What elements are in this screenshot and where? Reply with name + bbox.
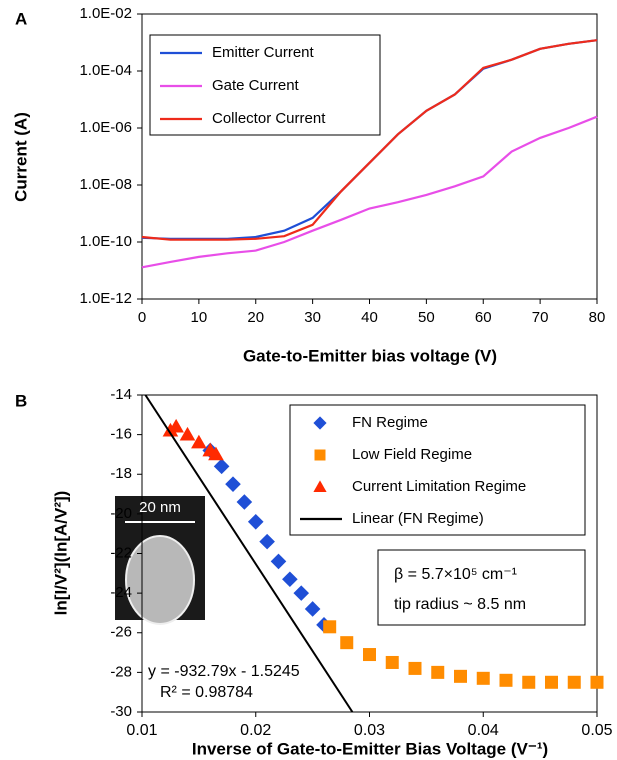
marker-triangle bbox=[168, 418, 184, 433]
series-line bbox=[144, 394, 354, 713]
marker-triangle bbox=[208, 446, 224, 461]
annotation: R² = 0.98784 bbox=[160, 684, 253, 701]
marker-diamond bbox=[270, 553, 287, 570]
y-tick-label: -22 bbox=[110, 544, 132, 561]
marker-square bbox=[545, 675, 558, 689]
y-tick-label: 1.0E-02 bbox=[79, 5, 132, 22]
y-tick-label: -26 bbox=[110, 624, 132, 641]
panel-label: A bbox=[15, 9, 27, 28]
legend-box bbox=[289, 404, 586, 536]
marker-square bbox=[323, 620, 337, 634]
marker-diamond bbox=[293, 585, 310, 601]
y-tick-label: -18 bbox=[110, 465, 132, 482]
x-tick-label: 60 bbox=[475, 309, 492, 326]
x-tick-label: 0.04 bbox=[468, 722, 499, 739]
tem-inset bbox=[115, 496, 205, 625]
legend-label: Emitter Current bbox=[212, 44, 315, 61]
annotation: tip radius ~ 8.5 nm bbox=[394, 596, 526, 613]
marker-square bbox=[431, 665, 445, 679]
y-tick-label: 1.0E-10 bbox=[79, 233, 132, 250]
x-tick-label: 0.05 bbox=[581, 722, 612, 739]
marker-diamond bbox=[213, 458, 230, 475]
marker-square bbox=[590, 675, 604, 689]
series-line bbox=[141, 115, 598, 269]
tip-image bbox=[125, 535, 195, 625]
x-tick-label: 70 bbox=[532, 309, 549, 326]
y-axis-label: Current (A) bbox=[11, 112, 30, 202]
x-tick-label: 40 bbox=[361, 309, 378, 326]
x-tick-label: 0.02 bbox=[240, 722, 271, 739]
x-tick-label: 0 bbox=[138, 309, 146, 326]
marker-diamond bbox=[259, 533, 275, 550]
x-tick-label: 80 bbox=[589, 309, 606, 326]
y-tick-label: 1.0E-08 bbox=[79, 176, 132, 193]
legend-label: Gate Current bbox=[212, 77, 300, 94]
marker-diamond bbox=[225, 476, 241, 492]
x-axis-label: Inverse of Gate-to-Emitter Bias Voltage … bbox=[192, 739, 548, 758]
x-tick-label: 50 bbox=[418, 309, 435, 326]
y-tick-label: -14 bbox=[110, 386, 132, 403]
y-tick-label: -16 bbox=[110, 426, 132, 443]
x-axis-label: Gate-to-Emitter bias voltage (V) bbox=[243, 346, 497, 365]
marker-square bbox=[499, 673, 513, 687]
x-tick-label: 0.01 bbox=[126, 722, 157, 739]
annotation: 20 nm bbox=[139, 499, 181, 516]
legend-label: Low Field Regime bbox=[352, 446, 472, 463]
marker-diamond bbox=[304, 601, 321, 617]
y-tick-label: 1.0E-04 bbox=[79, 62, 132, 79]
annotation-box bbox=[377, 549, 586, 626]
marker-square bbox=[314, 449, 326, 461]
y-tick-label: -24 bbox=[110, 584, 132, 601]
marker-triangle bbox=[179, 426, 196, 441]
marker-square bbox=[385, 655, 399, 669]
legend-label: Current Limitation Regime bbox=[352, 478, 526, 495]
y-tick-label: 1.0E-06 bbox=[79, 119, 132, 136]
marker-diamond bbox=[282, 571, 298, 588]
marker-triangle bbox=[313, 480, 327, 492]
series-line bbox=[141, 39, 598, 241]
legend-label: Collector Current bbox=[212, 110, 326, 127]
marker-square bbox=[522, 675, 536, 689]
marker-triangle bbox=[191, 434, 207, 449]
annotation: β = 5.7×10⁵ cm⁻¹ bbox=[394, 566, 517, 583]
panel-label: B bbox=[15, 391, 27, 410]
legend-label: Linear (FN Regime) bbox=[352, 510, 484, 527]
y-tick-label: -20 bbox=[110, 505, 132, 522]
marker-square bbox=[408, 661, 422, 675]
marker-diamond bbox=[247, 514, 264, 530]
x-tick-label: 30 bbox=[304, 309, 321, 326]
marker-square bbox=[454, 669, 467, 683]
marker-square bbox=[363, 648, 376, 662]
marker-square bbox=[476, 671, 490, 685]
y-tick-label: -30 bbox=[110, 703, 132, 720]
marker-diamond bbox=[236, 494, 253, 510]
legend-label: FN Regime bbox=[352, 414, 428, 431]
marker-diamond bbox=[313, 416, 327, 430]
x-tick-label: 0.03 bbox=[354, 722, 385, 739]
annotation: y = -932.79x - 1.5245 bbox=[148, 663, 300, 680]
x-tick-label: 10 bbox=[191, 309, 208, 326]
y-tick-label: 1.0E-12 bbox=[79, 290, 132, 307]
y-tick-label: -28 bbox=[110, 663, 132, 680]
y-axis-label: ln[I/V²](ln[A/V²]) bbox=[51, 491, 70, 616]
marker-square bbox=[567, 675, 581, 689]
x-tick-label: 20 bbox=[247, 309, 264, 326]
marker-square bbox=[340, 636, 354, 650]
